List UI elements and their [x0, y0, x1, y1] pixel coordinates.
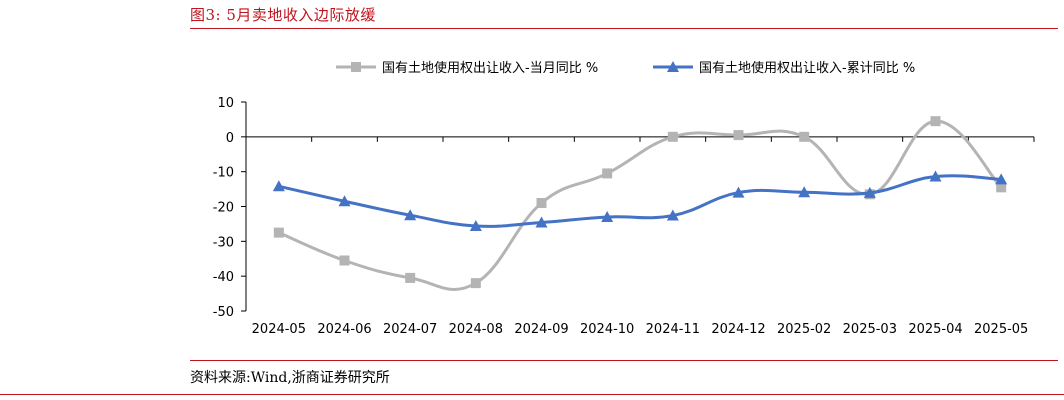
x-tick-label: 2024-12 [711, 322, 765, 337]
chart-legend: 国有土地使用权出让收入-当月同比 % 国有土地使用权出让收入-累计同比 % [336, 60, 915, 76]
data-point [733, 130, 744, 141]
series-line [278, 119, 1003, 291]
data-point [929, 170, 942, 182]
data-point [666, 209, 679, 221]
series-line [278, 174, 1002, 228]
y-tick-label: -40 [213, 270, 234, 285]
series-2 [272, 170, 1008, 232]
data-point [601, 210, 614, 222]
x-tick-label: 2025-05 [974, 322, 1028, 337]
x-tick-label: 2024-06 [317, 322, 371, 337]
x-tick-label: 2025-03 [843, 322, 897, 337]
y-tick-label: 0 [226, 131, 234, 146]
data-point [798, 186, 811, 198]
data-point [667, 131, 678, 142]
data-point [272, 180, 285, 192]
y-tick-label: -20 [213, 201, 234, 216]
series-1 [273, 116, 1007, 291]
data-point [799, 131, 810, 142]
data-point [930, 116, 941, 127]
x-tick-label: 2024-07 [383, 322, 437, 337]
x-tick-label: 2024-10 [580, 322, 634, 337]
legend-label: 国有土地使用权出让收入-当月同比 % [382, 60, 598, 76]
x-tick-label: 2024-11 [646, 322, 700, 337]
title-divider [190, 28, 1058, 29]
legend-swatch-marker [667, 61, 679, 72]
line-chart: 国有土地使用权出让收入-当月同比 % 国有土地使用权出让收入-累计同比 % 10 0… [213, 60, 1035, 337]
legend-item-1: 国有土地使用权出让收入-当月同比 % [336, 60, 598, 76]
chart-divider [190, 360, 1058, 361]
legend-item-2: 国有土地使用权出让收入-累计同比 % [653, 60, 915, 76]
y-tick-label: -30 [213, 235, 234, 250]
source-note: 资料来源:Wind,浙商证券研究所 [190, 370, 390, 386]
data-point [996, 182, 1007, 193]
x-tick-label: 2025-02 [777, 322, 831, 337]
chart-axes: 10 0 -10 -20 -30 -40 -50 2024-05 2024-06 2024-07 2… [213, 96, 1035, 337]
data-point [535, 216, 548, 228]
data-point [404, 209, 417, 221]
data-point [339, 255, 350, 266]
footer-divider [0, 394, 1064, 395]
data-point [863, 186, 876, 198]
y-tick-label: 10 [217, 96, 234, 111]
data-point [995, 173, 1008, 185]
y-tick-label: -10 [213, 166, 234, 181]
data-point [536, 198, 547, 209]
chart-series [272, 116, 1008, 291]
data-point [602, 168, 613, 179]
figure-title: 图3: 5月卖地收入边际放缓 [190, 6, 376, 24]
data-point [470, 278, 481, 289]
y-tick-label: -50 [213, 305, 234, 320]
legend-swatch-marker [351, 62, 361, 72]
data-point [405, 272, 416, 283]
legend-label: 国有土地使用权出让收入-累计同比 % [699, 60, 915, 76]
x-tick-label: 2024-09 [514, 322, 568, 337]
data-point [732, 186, 745, 198]
x-tick-label: 2025-04 [908, 322, 962, 337]
x-tick-label: 2024-08 [449, 322, 503, 337]
x-tick-label: 2024-05 [252, 322, 306, 337]
data-point [338, 195, 351, 207]
data-point [273, 227, 284, 238]
data-point [469, 220, 482, 232]
